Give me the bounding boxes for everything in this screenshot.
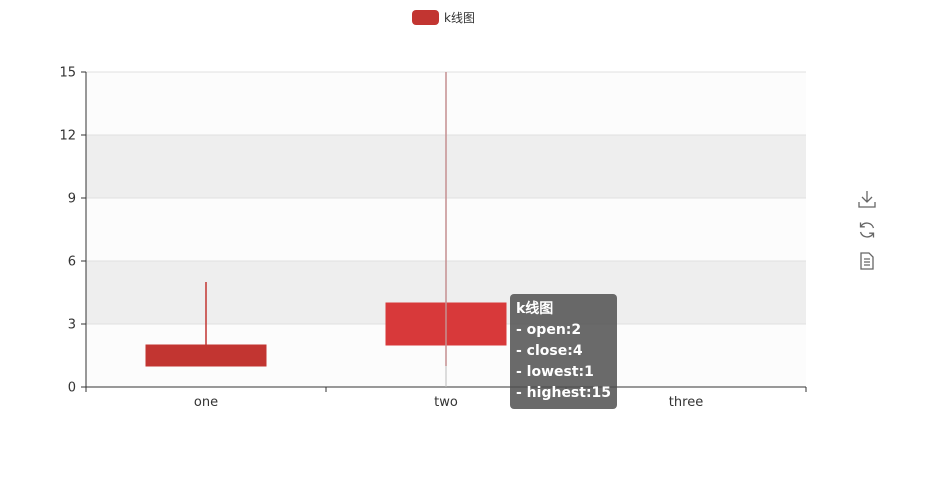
y-tick-label: 3: [68, 318, 76, 333]
legend-label: k线图: [444, 10, 475, 25]
y-tick-label: 12: [59, 129, 76, 144]
legend-item[interactable]: k线图: [412, 8, 475, 26]
legend-swatch: [412, 9, 439, 25]
save-as-image-icon[interactable]: [855, 187, 879, 211]
y-tick-label: 6: [68, 255, 76, 270]
tooltip: k线图 - open:2 - close:4 - lowest:1 - high…: [510, 294, 618, 409]
x-tick-label: one: [194, 395, 218, 410]
restore-icon[interactable]: [855, 218, 879, 242]
tooltip-close: - close:4: [516, 343, 583, 359]
y-tick-label: 15: [59, 66, 76, 81]
y-tick-label: 0: [68, 381, 76, 396]
y-tick-label: 9: [68, 192, 76, 207]
candle-body: [145, 344, 267, 367]
tooltip-open: - open:2: [516, 322, 582, 338]
data-view-icon[interactable]: [855, 249, 879, 273]
tooltip-highest: - highest:15: [516, 385, 612, 401]
x-tick-label: two: [434, 395, 458, 410]
x-axis: one two three: [85, 386, 807, 410]
tooltip-title: k线图: [516, 301, 554, 317]
x-tick-label: three: [669, 395, 703, 410]
tooltip-lowest: - lowest:1: [516, 364, 594, 380]
toolbox: [855, 187, 881, 280]
y-axis: 0 3 6 9 12 15: [59, 66, 87, 396]
